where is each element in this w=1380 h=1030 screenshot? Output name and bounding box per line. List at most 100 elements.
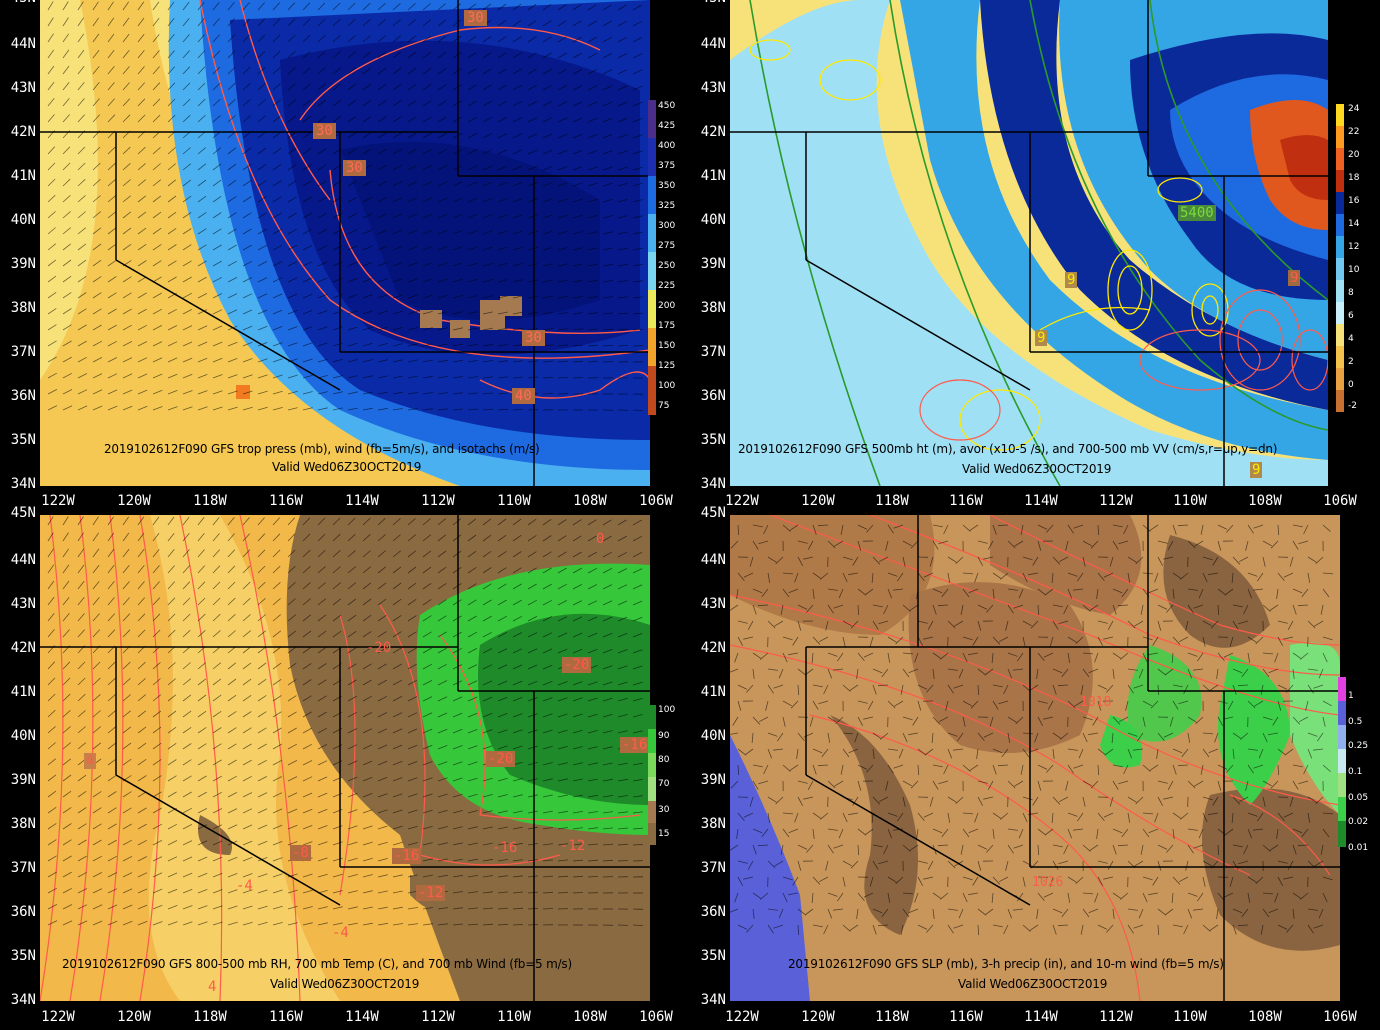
vorticity-colorbar-label: 20: [1348, 150, 1360, 160]
vorticity-colorbar-label: 2: [1348, 357, 1354, 367]
vorticity-colorbar-label: 4: [1348, 334, 1354, 344]
lon-label: 120W: [117, 1009, 151, 1025]
slp-colorbar-label: 0.25: [1348, 741, 1369, 751]
map-slp-precip[interactable]: 1018 1026 2019102612F090 GFS SLP (mb), 3…: [730, 515, 1340, 1001]
tropopause-colorbar-label: 225: [658, 281, 676, 291]
lon-label: 106W: [1323, 1009, 1357, 1025]
vorticity-colorbar-label: 24: [1348, 104, 1360, 114]
lon-label: 118W: [193, 1009, 227, 1025]
rh-temp-field: [40, 515, 650, 1001]
lat-label: 38N: [700, 816, 726, 832]
lon-label: 122W: [725, 493, 759, 509]
rh-temp-valid-time: Valid Wed06Z30OCT2019: [270, 977, 420, 991]
lat-label: 41N: [10, 684, 36, 700]
lat-label: 39N: [700, 772, 726, 788]
tropopause-field: [40, 0, 650, 486]
lat-label: 40N: [10, 728, 36, 744]
map-rh-temp[interactable]: -20 -20 -20 -16 -16 -16 -12 -12 -8 -4 -4…: [40, 515, 650, 1001]
map-tropopause[interactable]: 30 30 30 30 40 2019102612F090 GFS trop p…: [40, 0, 650, 486]
lon-label: 106W: [639, 1009, 673, 1025]
lat-label: 43N: [10, 80, 36, 96]
rh-temp-contour-label: 0: [596, 531, 605, 547]
vorticity-colorbar-label: -2: [1348, 401, 1357, 411]
lon-label: 110W: [1173, 493, 1207, 509]
lat-label: 42N: [10, 124, 36, 140]
lon-label: 108W: [573, 493, 607, 509]
lat-label: 37N: [700, 860, 726, 876]
lat-label: 37N: [700, 344, 726, 360]
slp-contour-label: 1026: [1032, 875, 1064, 890]
rh-temp-contour-label: -20: [366, 640, 392, 656]
lon-label: 106W: [639, 493, 673, 509]
lon-label: 120W: [801, 1009, 835, 1025]
vorticity-colorbar-label: 22: [1348, 127, 1360, 137]
rh-temp-colorbar-label: 15: [658, 829, 670, 839]
lon-label: 110W: [1173, 1009, 1207, 1025]
wind-barbs: [47, 516, 644, 926]
slp-colorbar-label: 1: [1348, 691, 1354, 701]
lat-label: 40N: [700, 728, 726, 744]
vorticity-field: [730, 0, 1328, 486]
tropopause-colorbar-label: 450: [658, 101, 676, 111]
panel-tropopause: 30 30 30 30 40 2019102612F090 GFS trop p…: [0, 0, 690, 515]
rh-temp-contour-label: -8: [290, 845, 311, 861]
lon-label: 114W: [1024, 493, 1058, 509]
lat-label: 45N: [700, 505, 726, 521]
lon-label: 110W: [497, 493, 531, 509]
tropopause-contour-label: 40: [512, 388, 535, 404]
tropopause-colorbar-label: 200: [658, 301, 676, 311]
lat-label: 42N: [10, 640, 36, 656]
lat-label: 34N: [10, 992, 36, 1008]
lat-label: 44N: [10, 36, 36, 52]
panel-vorticity: 5400 9 9 9 9 2019102612F090 GFS 500mb ht…: [690, 0, 1380, 515]
tropopause-colorbar-label: 150: [658, 341, 676, 351]
rh-temp-contour-label: -16: [492, 840, 518, 856]
lat-label: 40N: [700, 212, 726, 228]
lat-label: 36N: [10, 388, 36, 404]
lon-label: 108W: [1248, 493, 1282, 509]
lat-label: 45N: [0, 0, 36, 6]
lon-label: 120W: [801, 493, 835, 509]
map-vorticity[interactable]: 5400 9 9 9 9 2019102612F090 GFS 500mb ht…: [730, 0, 1328, 486]
lon-label: 122W: [725, 1009, 759, 1025]
rh-temp-colorbar: [648, 705, 656, 845]
vorticity-colorbar: [1336, 104, 1344, 412]
lon-label: 112W: [1099, 493, 1133, 509]
slp-contour-label: 1018: [1080, 695, 1112, 710]
lat-label: 37N: [10, 344, 36, 360]
lon-label: 112W: [421, 1009, 455, 1025]
slp-colorbar-label: 0.1: [1348, 767, 1363, 777]
tropopause-contour-label: 30: [464, 10, 487, 26]
tropopause-colorbar-label: 375: [658, 161, 676, 171]
lon-label: 114W: [1024, 1009, 1058, 1025]
lat-label: 43N: [700, 596, 726, 612]
vorticity-colorbar-label: 14: [1348, 219, 1360, 229]
rh-temp-contour-label: -20: [562, 657, 592, 673]
tropopause-colorbar-label: 175: [658, 321, 676, 331]
vorticity-colorbar-label: 10: [1348, 265, 1360, 275]
lon-label: 108W: [573, 1009, 607, 1025]
slp-colorbar-label: 0.5: [1348, 717, 1363, 727]
slp-precip-valid-time: Valid Wed06Z30OCT2019: [958, 977, 1108, 991]
vorticity-colorbar-label: 0: [1348, 380, 1354, 390]
tropopause-contour-label: 30: [343, 160, 366, 176]
tropopause-valid-time: Valid Wed06Z30OCT2019: [272, 460, 422, 474]
tropopause-colorbar-label: 275: [658, 241, 676, 251]
tropopause-colorbar-label: 75: [658, 401, 670, 411]
lon-label: 122W: [41, 493, 75, 509]
vorticity-colorbar-label: 6: [1348, 311, 1354, 321]
slp-precip-colorbar: [1338, 677, 1346, 847]
rh-temp-contour-label: -12: [560, 838, 586, 854]
tropopause-colorbar-label: 425: [658, 121, 676, 131]
lon-label: 116W: [949, 493, 983, 509]
lat-label: 44N: [10, 552, 36, 568]
rh-temp-contour-label: -12: [416, 885, 446, 901]
lat-label: 35N: [10, 432, 36, 448]
lon-label: 122W: [41, 1009, 75, 1025]
tropopause-colorbar-label: 300: [658, 221, 676, 231]
slp-colorbar-label: 0.02: [1348, 817, 1369, 827]
lon-label: 118W: [875, 1009, 909, 1025]
lat-label: 39N: [10, 256, 36, 272]
slp-colorbar-label: 0.01: [1348, 843, 1369, 853]
lon-label: 120W: [117, 493, 151, 509]
